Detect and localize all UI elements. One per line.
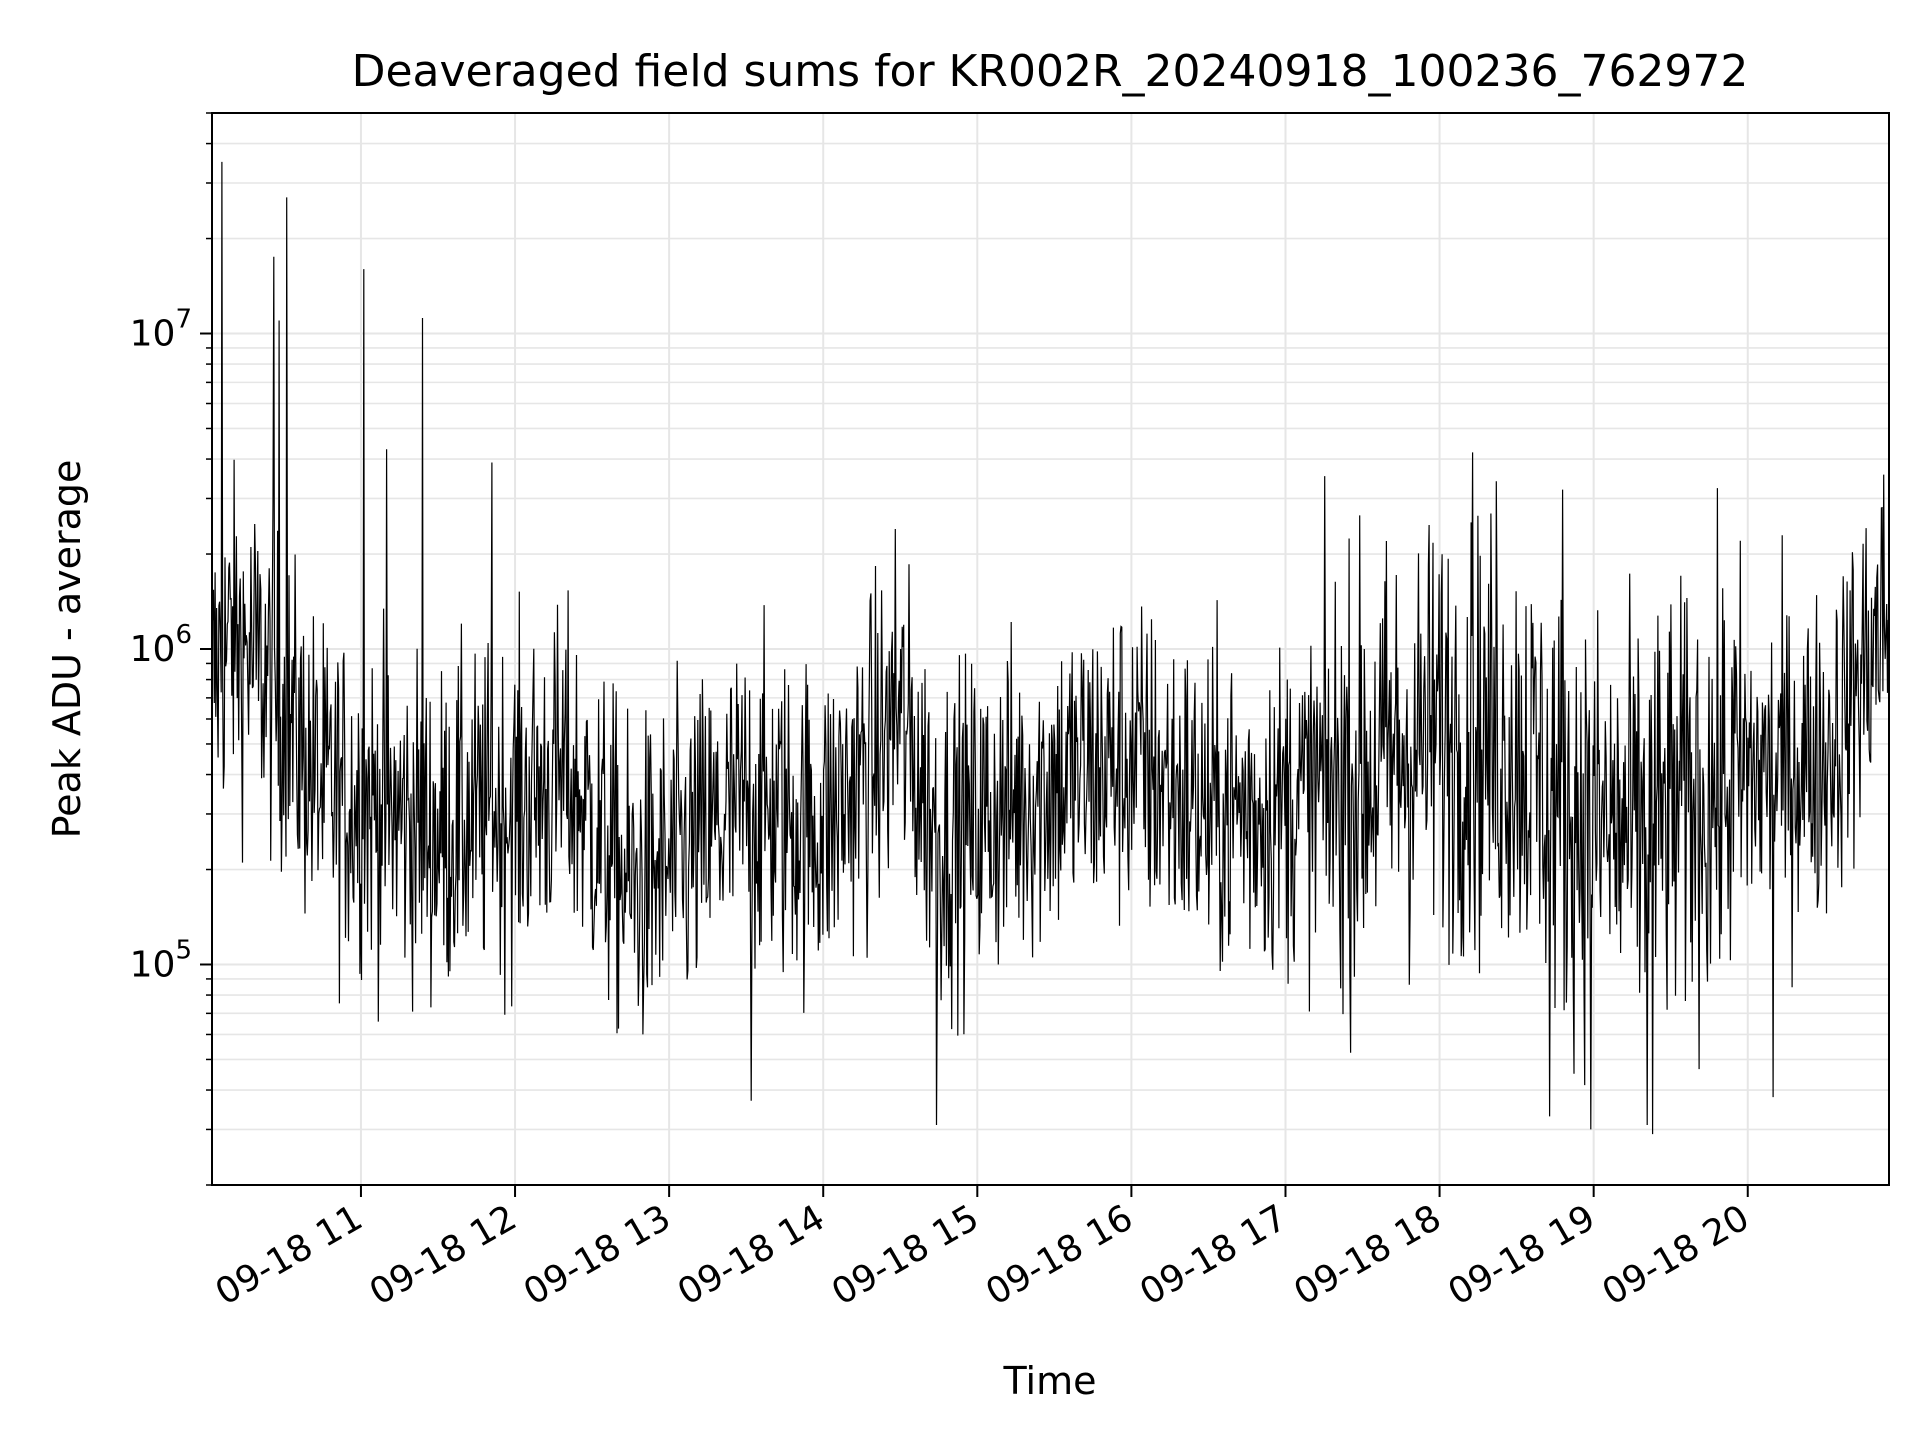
x-axis-label: Time [1003, 1359, 1097, 1403]
y-axis: 105 106 107 [130, 112, 212, 1186]
x-tick-label: 09-18 20 [1596, 1197, 1757, 1313]
series-line [211, 161, 1890, 1135]
x-tick-label: 09-18 16 [979, 1197, 1140, 1313]
y-tick-label: 106 [130, 620, 192, 670]
y-tick-label: 105 [130, 935, 192, 985]
chart-title: Deaveraged field sums for KR002R_2024091… [352, 46, 1749, 97]
x-tick-label: 09-18 19 [1441, 1197, 1602, 1313]
y-axis-label: Peak ADU - average [45, 460, 89, 839]
y-tick-label: 107 [130, 305, 192, 355]
x-tick-label: 09-18 18 [1287, 1197, 1448, 1313]
x-tick-label: 09-18 17 [1133, 1197, 1294, 1313]
x-tick-label: 09-18 15 [825, 1197, 986, 1313]
x-tick-label: 09-18 13 [517, 1197, 678, 1313]
x-tick-label: 09-18 11 [209, 1197, 370, 1313]
plot-area [211, 161, 1890, 1135]
grid [212, 112, 1889, 1186]
x-tick-label: 09-18 14 [671, 1197, 832, 1313]
x-tick-label: 09-18 12 [363, 1197, 524, 1313]
